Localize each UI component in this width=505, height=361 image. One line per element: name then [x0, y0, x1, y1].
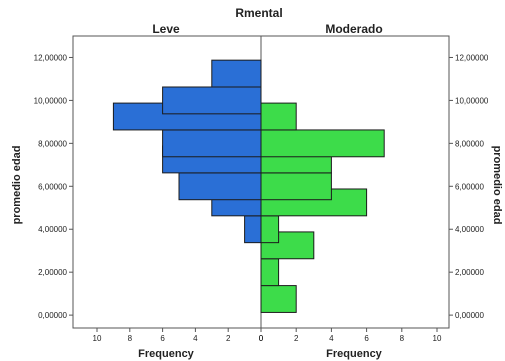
y-tick-label: 2,00000 [455, 268, 484, 277]
x-tick-label: 4 [329, 334, 334, 343]
left-bar [178, 172, 262, 201]
x-tick-label: 8 [128, 334, 133, 343]
y-tick-label: 12,00000 [455, 53, 489, 62]
left-bar [162, 129, 262, 158]
y-tick-label: 0,00000 [38, 311, 67, 320]
x-tick-label: 6 [160, 334, 165, 343]
x-ticks: 10 8 6 4 2 00 2 4 6 8 10 [93, 328, 442, 343]
x-tick-label: 6 [364, 334, 369, 343]
y-tick-label: 10,00000 [455, 96, 489, 105]
left-bar [162, 86, 262, 115]
x-tick-label: 0 [259, 334, 264, 343]
x-tick-label: 2 [294, 334, 299, 343]
left-bar [244, 215, 262, 244]
y-tick-label: 8,00000 [455, 139, 484, 148]
x-tick-label: 2 [226, 334, 231, 343]
y-tick-label: 0,00000 [455, 311, 484, 320]
right-bars [260, 102, 385, 313]
right-bar [260, 258, 280, 287]
left-panel-title: Leve [152, 22, 180, 36]
right-panel-title: Moderado [325, 22, 382, 36]
y-tick-label: 6,00000 [455, 182, 484, 191]
right-bar [260, 172, 332, 201]
y-tick-label: 4,00000 [455, 225, 484, 234]
y-tick-label: 10,00000 [34, 96, 68, 105]
x-tick-label: 0 [259, 334, 264, 343]
right-x-axis-label: Frequency [326, 348, 383, 360]
right-bar [260, 129, 385, 158]
y-tick-label: 2,00000 [38, 268, 67, 277]
y-tick-label: 4,00000 [38, 225, 67, 234]
left-x-axis-label: Frequency [138, 348, 195, 360]
right-y-ticks: 0,00000 2,00000 4,00000 6,00000 8,00000 10,00… [449, 53, 489, 320]
left-bars [112, 59, 262, 244]
chart-title: Rmental [235, 6, 282, 20]
right-y-axis-label: promedio edad [491, 146, 503, 225]
y-tick-label: 6,00000 [38, 182, 67, 191]
y-tick-label: 12,00000 [34, 53, 68, 62]
left-bar [211, 59, 262, 88]
y-tick-label: 8,00000 [38, 139, 67, 148]
left-y-axis-label: promedio edad [11, 146, 23, 225]
x-tick-label: 8 [400, 334, 405, 343]
x-tick-label: 10 [433, 334, 442, 343]
x-tick-label: 4 [193, 334, 198, 343]
right-bar [260, 285, 297, 313]
x-tick-label: 10 [93, 334, 102, 343]
left-y-ticks: 0,00000 2,00000 4,00000 6,00000 8,00000 10,00… [34, 53, 73, 320]
right-bar [260, 102, 297, 131]
right-bar [260, 215, 280, 244]
